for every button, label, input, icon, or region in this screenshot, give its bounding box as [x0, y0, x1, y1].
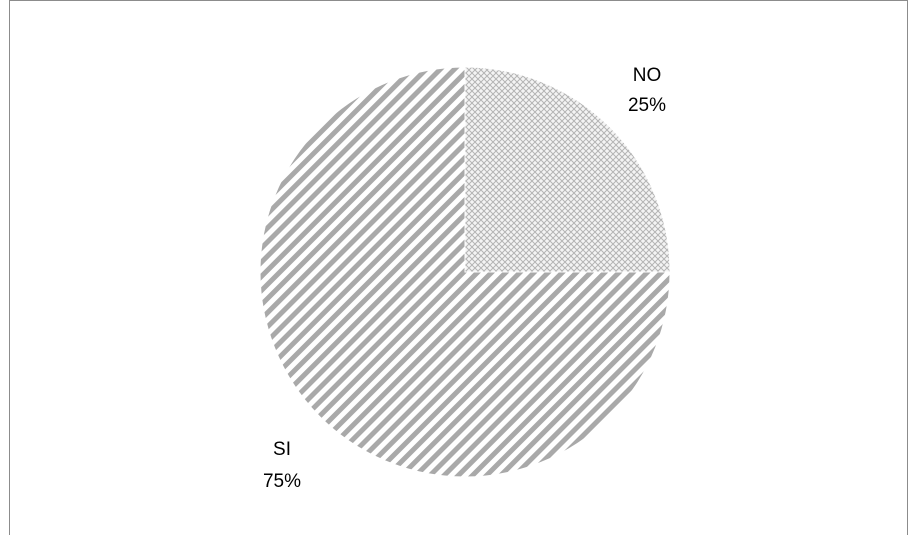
pie-slices [259, 66, 671, 478]
pie-labels: NO 25% SI 75% [263, 65, 666, 492]
slice-label-si-value: 75% [263, 471, 301, 492]
slice-label-no-value: 25% [628, 95, 666, 116]
slice-label-si-category: SI [273, 439, 291, 460]
pie-slice-no [464, 66, 671, 273]
pie-chart: NO 25% SI 75% [259, 65, 671, 492]
pie-slice-si [259, 66, 671, 478]
slice-label-no-category: NO [633, 65, 662, 86]
chart-area: NO 25% SI 75% [9, 0, 908, 535]
